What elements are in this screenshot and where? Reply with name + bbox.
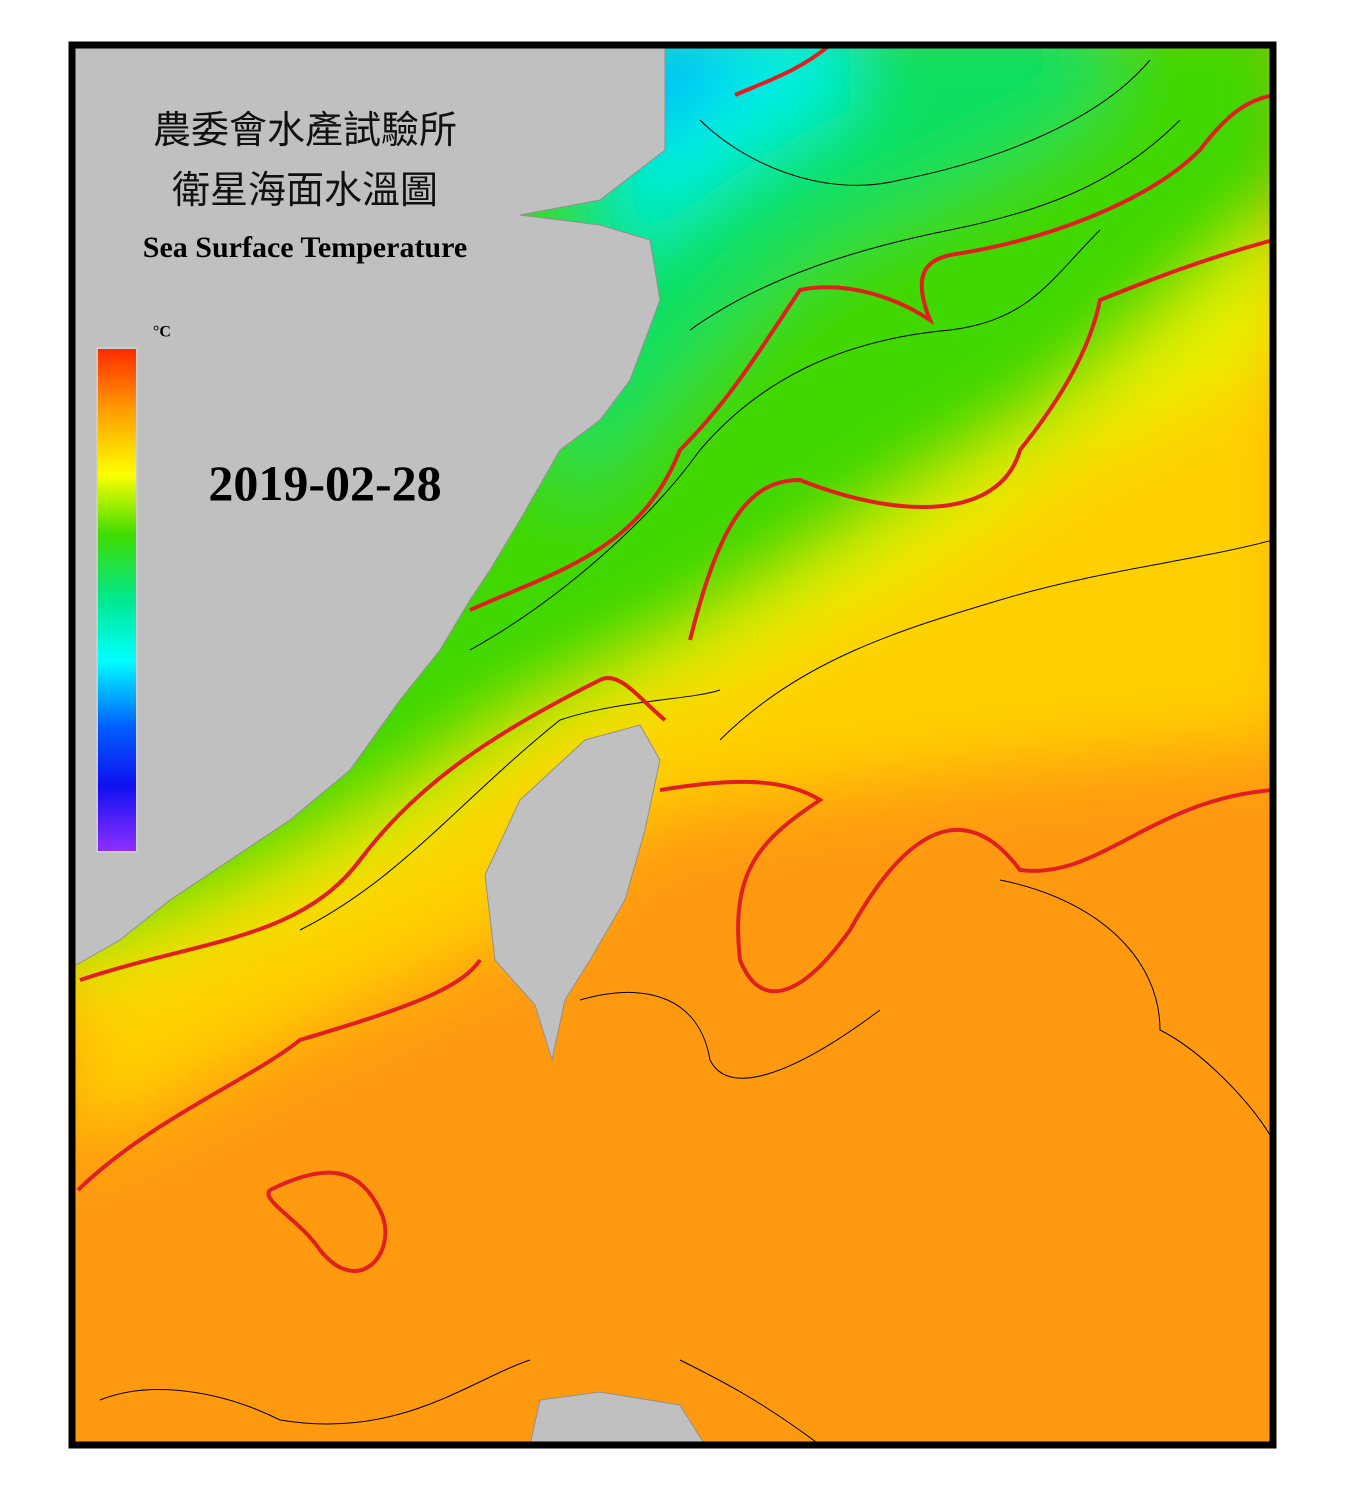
map-area (72, 45, 1273, 1445)
colorbar-unit: °C (153, 324, 171, 341)
contours-thin (99, 59, 1273, 1445)
land (72, 45, 706, 1445)
map-frame (68, 41, 1277, 1449)
subtitle-zh: 衛星海面水溫圖 (172, 168, 438, 212)
colorbar (96, 347, 138, 853)
title-zh: 農委會水產試驗所 (153, 108, 457, 152)
date: 2019-02-28 (208, 455, 441, 511)
title-en: Sea Surface Temperature (143, 231, 467, 264)
contours-major (76, 45, 1273, 1273)
